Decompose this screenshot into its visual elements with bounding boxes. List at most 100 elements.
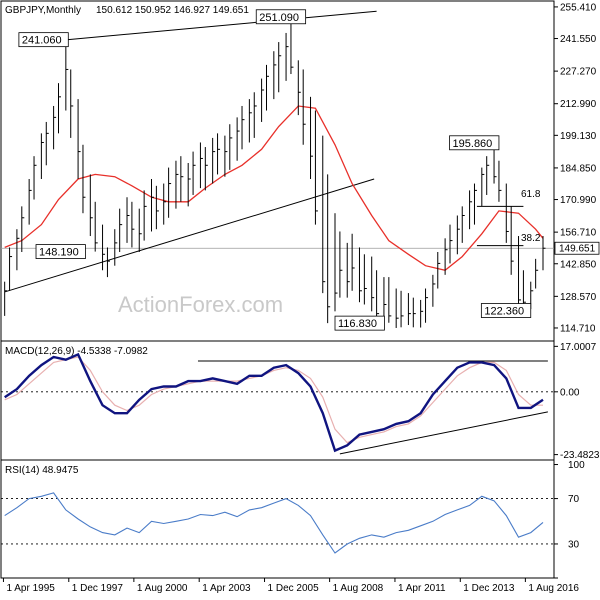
price-panel: GBPJPY,Monthly 150.612 150.952 146.927 1… [0, 0, 600, 342]
price-bar [229, 124, 233, 170]
price-annotation: 61.8 [521, 189, 541, 200]
price-tick-label: 241.550 [560, 34, 597, 45]
fib-level-label: 61.8 [521, 189, 541, 200]
time-tick-label: 1 Apr 1995 [6, 583, 55, 594]
price-bar [265, 64, 269, 111]
price-bar [449, 224, 453, 264]
price-bar [542, 236, 546, 271]
price-tick-label: 255.410 [560, 2, 597, 13]
macd-tick-label: 0.00 [560, 387, 580, 398]
watermark: ActionForex.com [118, 292, 283, 317]
price-bar [322, 135, 326, 294]
price-bar [94, 201, 98, 252]
price-trendline [4, 178, 375, 293]
price-bar [461, 206, 465, 243]
price-tick-label: 170.990 [560, 195, 597, 206]
price-header-ohlc: 150.612 150.952 146.927 149.651 [96, 5, 249, 16]
price-bar [456, 215, 460, 255]
price-bar [187, 163, 191, 207]
price-bar [371, 256, 375, 312]
price-bar [217, 133, 221, 175]
price-annotation-label: 116.830 [338, 318, 377, 330]
price-annotation-label: 195.860 [453, 138, 493, 150]
price-tick-label: 184.850 [560, 163, 597, 174]
price-bar [339, 231, 343, 298]
price-bar [143, 190, 147, 241]
price-bar [138, 208, 142, 253]
fib-level-label: 38.2 [521, 233, 541, 244]
price-annotation-box [255, 9, 307, 25]
last-price-box [554, 241, 600, 255]
price-bar [155, 185, 159, 230]
price-axis: 255.410 241.550 227.270 212.990 199.130 184.8… [1, 2, 600, 334]
price-annotation: 122.360 [480, 303, 532, 318]
price-bar [224, 135, 228, 177]
price-bar [383, 277, 387, 323]
price-bar [297, 60, 301, 116]
price-tick-label: 128.570 [560, 292, 597, 303]
price-bar [168, 167, 172, 218]
macd-lines [4, 352, 548, 455]
rsi-lines [4, 492, 544, 554]
price-header-symbol: GBPJPY,Monthly [5, 5, 81, 16]
price-annotation: 251.090 [255, 9, 307, 25]
time-axis: 1 Apr 1995 1 Dec 1997 1 Aug 2000 1 Apr 2003… [2, 578, 579, 594]
price-bar [33, 156, 37, 200]
rsi-panel-frame [0, 459, 555, 579]
time-tick-label: 1 Aug 2000 [137, 583, 188, 594]
rsi-tick-label: 30 [568, 539, 580, 550]
price-bar [261, 78, 265, 122]
price-bar [58, 83, 62, 134]
price-tick-label: 227.270 [560, 67, 597, 78]
price-bar [9, 247, 13, 291]
price-bar [469, 190, 473, 230]
price-bar [273, 51, 277, 100]
price-trendline [68, 10, 377, 41]
price-bar [199, 142, 203, 189]
price-bar [77, 99, 81, 179]
price-bar [285, 32, 289, 81]
price-bar [65, 39, 69, 111]
price-bar [310, 96, 314, 179]
price-bar [518, 236, 522, 305]
price-bar [363, 254, 367, 305]
price-bar [388, 277, 392, 323]
time-tick-label: 1 Aug 2008 [333, 583, 384, 594]
time-tick-label: 1 Apr 2011 [398, 583, 446, 594]
macd-tick-label: 17.0007 [560, 342, 597, 353]
moving-average-line [4, 105, 544, 272]
last-price-label: 149.651 [559, 244, 596, 255]
price-bar [420, 299, 424, 328]
price-bar [131, 201, 135, 248]
price-annotation-label: 251.090 [259, 12, 299, 24]
price-bar [45, 121, 49, 166]
price-bar [114, 229, 118, 266]
rsi-line [4, 492, 544, 554]
price-bar [53, 105, 57, 150]
price-annotation-label: 241.060 [22, 35, 62, 47]
price-bar [106, 247, 110, 278]
time-tick-label: 1 Apr 2003 [202, 583, 251, 594]
time-tick-label: 1 Dec 2005 [268, 583, 320, 594]
price-bar [278, 42, 282, 93]
time-tick-label: 1 Aug 2016 [528, 583, 579, 594]
price-bar [70, 69, 74, 138]
price-bar [327, 174, 331, 324]
macd-title: MACD(12,26,9) -4.5338 -7.0982 [5, 346, 148, 357]
price-annotation-box [35, 244, 86, 259]
macd-panel: MACD(12,26,9) -4.5338 -7.0982 17.0007 0.0… [0, 340, 600, 461]
price-annotation-label: 148.190 [39, 247, 79, 259]
price-annotation-box [449, 135, 500, 151]
price-annotation: 241.060 [18, 32, 69, 48]
macd-trendline [339, 411, 548, 455]
price-bar [212, 137, 216, 184]
macd-axis: 17.0007 0.00 -23.4823 [1, 342, 600, 461]
price-bar [192, 151, 196, 195]
price-tick-label: 142.850 [560, 259, 597, 270]
price-bar [180, 156, 184, 202]
price-annotation-box [334, 315, 385, 331]
price-bar [425, 288, 429, 323]
price-bar [395, 288, 399, 328]
price-annotation-label: 122.360 [484, 306, 524, 318]
